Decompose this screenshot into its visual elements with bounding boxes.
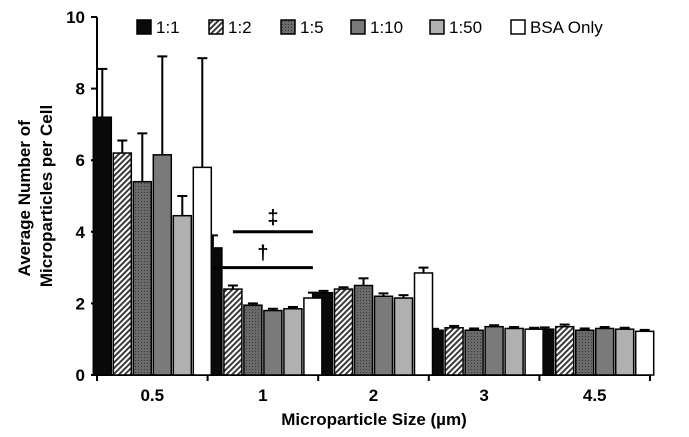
legend-swatch: [510, 19, 526, 35]
bar-1-50-0-5: [172, 214, 193, 376]
bar-1-5-4-5: [574, 329, 595, 376]
bar-1-2-2: [333, 288, 354, 376]
bar-1-2-0-5: [112, 152, 133, 376]
y-axis-title: Average Number of Microparticles per Cel…: [15, 105, 56, 287]
legend-label: 1:1: [156, 18, 180, 37]
bar-bsa-only-3: [524, 328, 544, 376]
bar-1-5-3: [464, 329, 484, 376]
bar-1-2-1: [223, 288, 243, 376]
bar-1-5-0-5: [132, 180, 153, 376]
legend-swatch: [280, 19, 296, 35]
bar-1-10-0-5: [152, 154, 173, 376]
bar-1-50-1: [283, 308, 303, 376]
bar-1-50-3: [504, 327, 524, 376]
legend-swatch: [350, 19, 366, 35]
y-tick-label: 0: [76, 366, 85, 385]
x-tick-label: 2: [369, 386, 378, 405]
bar-1-2-3: [444, 326, 464, 376]
bar-1-10-3: [484, 325, 504, 376]
legend-swatch: [136, 19, 152, 35]
y-tick-label: 10: [66, 8, 85, 27]
bar-1-10-1: [263, 309, 283, 376]
bar-1-50-2: [393, 297, 414, 376]
legend-label: BSA Only: [530, 18, 603, 37]
bar-1-5-1: [243, 304, 263, 376]
bar-bsa-only-4-5: [634, 330, 655, 376]
x-axis-title: Microparticle Size (µm): [281, 410, 467, 429]
bar-1-1-0-5: [92, 116, 113, 376]
y-tick-label: 2: [76, 294, 85, 313]
legend-label: 1:5: [300, 18, 324, 37]
y-tick-label: 8: [76, 80, 85, 99]
y-axis-title-line-2: Microparticles per Cell: [37, 105, 56, 287]
bar-bsa-only-2: [413, 272, 434, 376]
x-tick-label: 1: [258, 386, 267, 405]
legend-label: 1:10: [370, 18, 403, 37]
significance-marker: ‡: [267, 207, 278, 229]
bar-1-5-2: [353, 284, 374, 376]
bar-bsa-only-0-5: [192, 166, 213, 376]
bar-1-2-4-5: [554, 325, 575, 376]
bar-1-10-2: [373, 295, 394, 376]
bar-bsa-only-1: [303, 297, 323, 376]
y-tick-label: 4: [76, 223, 86, 242]
bar-1-50-4-5: [614, 328, 635, 376]
legend-swatch: [429, 19, 445, 35]
legend-swatch: [208, 19, 224, 35]
x-tick-label: 3: [479, 386, 488, 405]
y-tick-label: 6: [76, 151, 85, 170]
legend-label: 1:50: [449, 18, 482, 37]
x-tick-label: 0.5: [140, 386, 164, 405]
x-tick-label: 4.5: [583, 386, 607, 405]
legend-label: 1:2: [228, 18, 252, 37]
significance-marker: †: [257, 243, 268, 265]
y-axis-title-line-1: Average Number of: [15, 120, 34, 277]
bar-1-10-4-5: [594, 327, 615, 376]
